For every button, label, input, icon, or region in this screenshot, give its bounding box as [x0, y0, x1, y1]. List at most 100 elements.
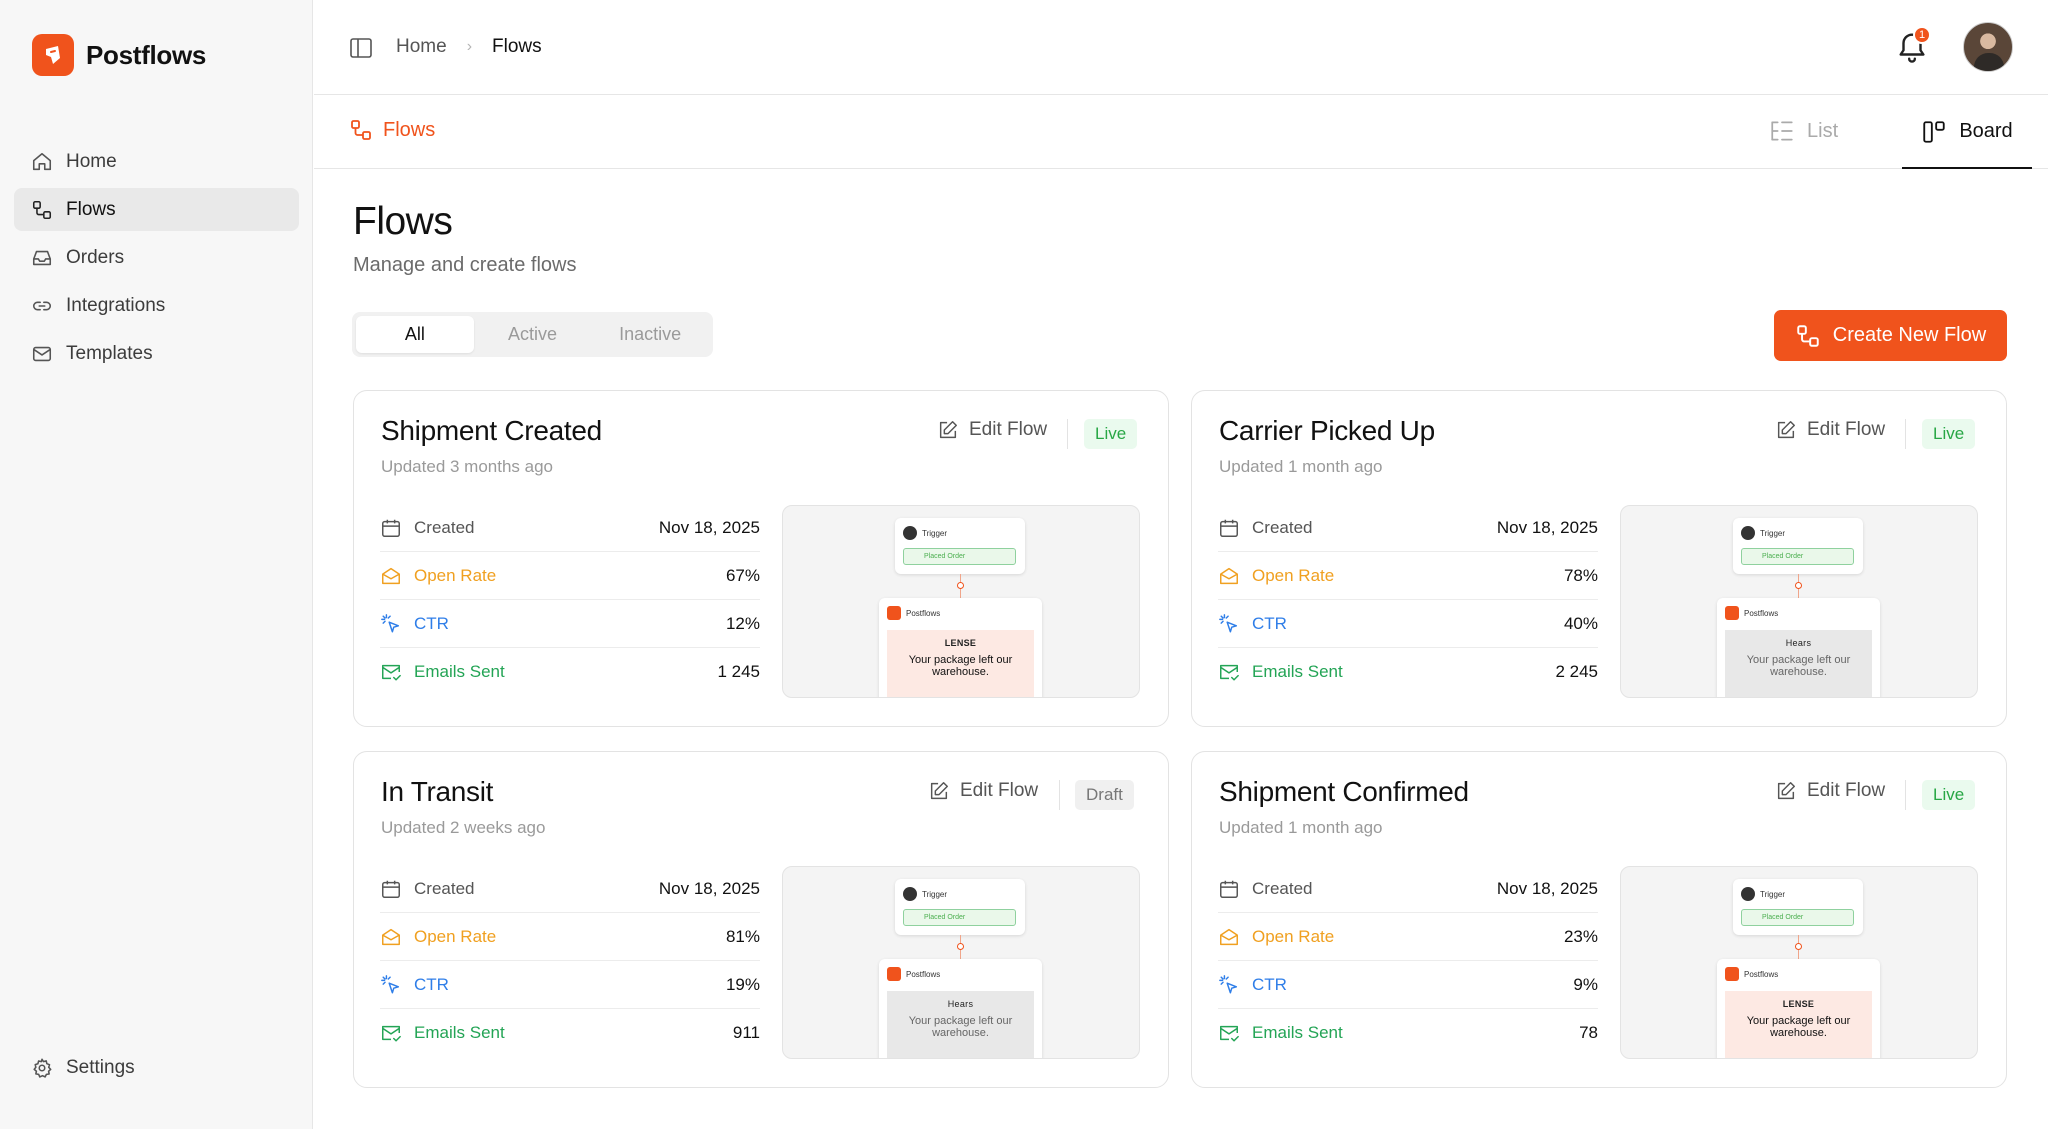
mail-check-icon: [382, 1025, 401, 1042]
open-mail-icon: [382, 928, 400, 945]
page-title: Flows: [353, 200, 453, 243]
flows-icon: [351, 120, 371, 140]
trigger-icon: [903, 526, 917, 540]
stat-label: Emails Sent: [414, 662, 505, 681]
sidebar-item-orders[interactable]: Orders: [14, 236, 299, 279]
sidebar-item-label: Flows: [66, 198, 116, 220]
chevron-right-icon: ›: [466, 38, 473, 55]
stat-ctr: CTR 40%: [1218, 600, 1598, 648]
edit-flow-button[interactable]: Edit Flow: [1775, 419, 1885, 441]
avatar[interactable]: [1963, 22, 2013, 72]
tab-list-view[interactable]: List: [1769, 118, 1838, 144]
sidebar-item-label: Orders: [66, 246, 125, 268]
open-mail-icon: [1220, 567, 1238, 584]
edit-icon: [939, 421, 957, 439]
preview-trigger-node: Trigger Placed Order: [895, 879, 1025, 935]
flow-card[interactable]: Shipment Created Updated 3 months ago Ed…: [353, 390, 1169, 727]
status-badge: Live: [1922, 419, 1976, 449]
stat-label: CTR: [1252, 613, 1287, 633]
stat-value: 12%: [725, 613, 760, 633]
stat-open-rate: Open Rate 67%: [380, 552, 760, 600]
click-icon: [1219, 613, 1238, 633]
edit-icon: [1777, 421, 1795, 439]
stat-value: 78%: [1563, 565, 1598, 585]
section-header: Flows List Board: [314, 96, 2048, 169]
flow-card[interactable]: Shipment Confirmed Updated 1 month ago E…: [1191, 751, 2007, 1088]
flow-updated: Updated 3 months ago: [381, 457, 554, 476]
flow-title: In Transit: [381, 776, 494, 807]
preview-message: Your package left our warehouse.: [908, 1015, 1013, 1039]
flow-stats: Created Nov 18, 2025 Open Rate 23% CTR 9…: [1218, 865, 1598, 1057]
sidebar-item-flows[interactable]: Flows: [14, 188, 299, 231]
preview-connector-dot: [957, 943, 964, 950]
filter-all[interactable]: All: [356, 316, 474, 353]
stat-open-rate: Open Rate 81%: [380, 913, 760, 961]
trigger-icon: [1741, 526, 1755, 540]
divider: [1067, 419, 1068, 449]
flow-preview[interactable]: Trigger Placed Order Postflows Hears You…: [1620, 505, 1978, 698]
sidebar-item-label: Templates: [66, 342, 153, 364]
flow-stats: Created Nov 18, 2025 Open Rate 78% CTR 4…: [1218, 504, 1598, 696]
trigger-icon: [1741, 887, 1755, 901]
edit-flow-button[interactable]: Edit Flow: [937, 419, 1047, 441]
preview-connector-dot: [957, 582, 964, 589]
edit-flow-label: Edit Flow: [1807, 780, 1886, 801]
stat-ctr: CTR 19%: [380, 961, 760, 1009]
inbox-icon: [32, 250, 52, 265]
stat-emails-sent: Emails Sent 2 245: [1218, 648, 1598, 696]
flow-preview[interactable]: Trigger Placed Order Postflows LENSE You…: [1620, 866, 1978, 1059]
stat-label: Open Rate: [1252, 926, 1335, 946]
create-new-flow-button[interactable]: Create New Flow: [1774, 310, 2007, 361]
preview-connector-dot: [1795, 943, 1802, 950]
sidebar-toggle-icon[interactable]: [349, 36, 373, 60]
mail-check-icon: [1220, 664, 1239, 681]
sidebar-item-integrations[interactable]: Integrations: [14, 284, 299, 327]
sidebar-item-label: Home: [66, 150, 117, 172]
flows-icon: [1797, 324, 1819, 347]
status-filter-tabs: All Active Inactive: [352, 312, 713, 357]
flow-preview[interactable]: Trigger Placed Order Postflows LENSE You…: [782, 505, 1140, 698]
sidebar-item-label: Integrations: [66, 294, 166, 316]
edit-icon: [930, 782, 948, 800]
stat-value: 81%: [725, 926, 760, 946]
preview-order-chip: Placed Order: [1741, 909, 1854, 926]
stat-open-rate: Open Rate 78%: [1218, 552, 1598, 600]
preview-email-body: Hears Your package left our warehouse.: [887, 991, 1034, 1058]
flow-card[interactable]: Carrier Picked Up Updated 1 month ago Ed…: [1191, 390, 2007, 727]
filter-active[interactable]: Active: [507, 324, 558, 344]
app-logo[interactable]: Postflows: [32, 34, 206, 76]
flow-updated: Updated 1 month ago: [1219, 457, 1383, 476]
preview-trigger-label: Trigger: [1760, 528, 1786, 538]
preview-connector-dot: [1795, 582, 1802, 589]
flow-card[interactable]: In Transit Updated 2 weeks ago Edit Flow…: [353, 751, 1169, 1088]
preview-app-label: Postflows: [1744, 608, 1779, 618]
sidebar-item-templates[interactable]: Templates: [14, 332, 299, 375]
sidebar-item-label: Settings: [66, 1056, 135, 1078]
preview-trigger-label: Trigger: [1760, 889, 1786, 899]
edit-flow-button[interactable]: Edit Flow: [928, 780, 1038, 802]
preview-brand: Hears: [947, 999, 974, 1009]
stat-label: Emails Sent: [414, 1023, 505, 1042]
flow-preview[interactable]: Trigger Placed Order Postflows Hears You…: [782, 866, 1140, 1059]
stat-ctr: CTR 9%: [1218, 961, 1598, 1009]
page-subtitle: Manage and create flows: [353, 254, 577, 276]
sidebar-item-home[interactable]: Home: [14, 140, 299, 183]
breadcrumb-current: Flows: [492, 36, 542, 57]
stat-value: 23%: [1563, 926, 1598, 946]
preview-brand: Hears: [1785, 638, 1812, 648]
edit-flow-button[interactable]: Edit Flow: [1775, 780, 1885, 802]
preview-order-chip: Placed Order: [903, 909, 1016, 926]
preview-email-node: Postflows Hears Your package left our wa…: [879, 959, 1042, 1058]
tab-board-view[interactable]: Board: [1902, 96, 2032, 169]
notification-badge: 1: [1913, 26, 1931, 44]
stat-label: Open Rate: [414, 926, 497, 946]
breadcrumb-home[interactable]: Home: [396, 36, 447, 57]
gear-icon: [33, 1058, 52, 1078]
preview-trigger-node: Trigger Placed Order: [1733, 518, 1863, 574]
preview-app-label: Postflows: [1744, 969, 1779, 979]
filter-inactive[interactable]: Inactive: [619, 324, 682, 344]
edit-flow-label: Edit Flow: [1807, 419, 1886, 440]
sidebar-item-settings[interactable]: Settings: [14, 1046, 299, 1089]
stat-value: 9%: [1573, 974, 1598, 994]
calendar-icon: [382, 880, 400, 898]
